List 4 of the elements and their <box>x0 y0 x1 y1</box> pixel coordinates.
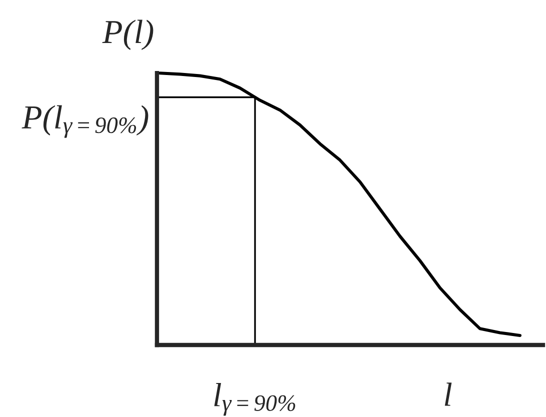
x-axis-title: l <box>444 382 452 406</box>
text: l$_{γ=90%}$ <box>214 383 296 416</box>
y-axis-title: P(l) <box>102 20 154 50</box>
text: P(l$_{γ=90%}$) <box>22 105 148 138</box>
